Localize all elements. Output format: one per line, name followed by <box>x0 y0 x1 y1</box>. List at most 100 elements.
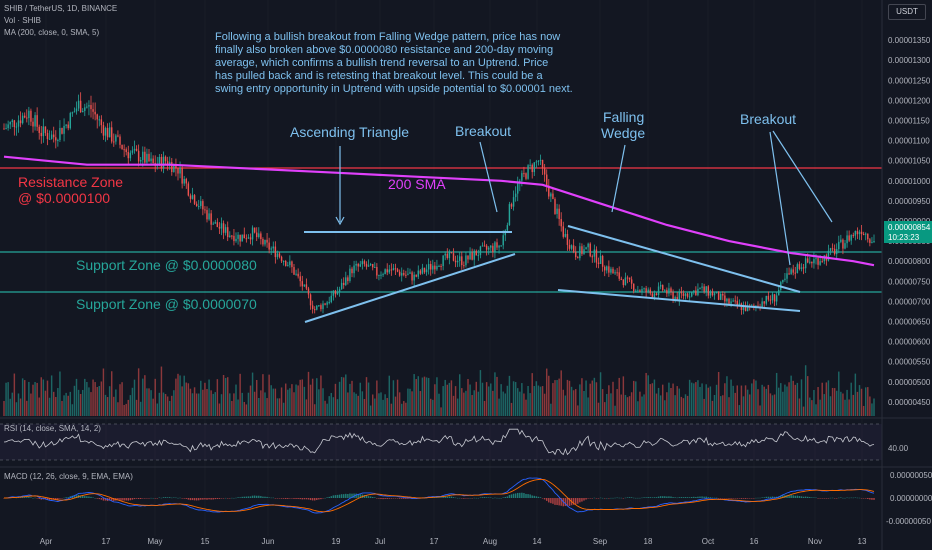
candle-body <box>359 264 362 267</box>
volume-bar <box>5 382 7 416</box>
macd-hist-bar <box>550 498 552 504</box>
candle-body <box>719 294 722 300</box>
volume-bar <box>119 384 121 416</box>
volume-bar <box>485 382 488 416</box>
volume-bar <box>73 385 76 416</box>
macd-hist-bar <box>266 496 268 498</box>
ma-legend[interactable]: MA (200, close, 0, SMA, 5) <box>4 28 100 37</box>
volume-bar <box>332 397 335 416</box>
candle-body <box>237 234 239 239</box>
volume-bar <box>160 366 163 416</box>
volume-bar <box>328 396 330 416</box>
candle-body <box>848 235 850 241</box>
volume-bar <box>630 392 633 416</box>
volume-bar <box>376 380 378 416</box>
macd-hist-bar <box>827 498 830 499</box>
macd-legend[interactable]: MACD (12, 26, close, 9, EMA, EMA) <box>4 472 133 481</box>
candle-body <box>417 270 420 277</box>
vol-legend[interactable]: Vol · SHIB <box>4 16 41 25</box>
candle-body <box>255 232 258 238</box>
macd-hist-bar <box>492 497 494 499</box>
candle-body <box>34 115 36 127</box>
volume-bar <box>829 396 832 416</box>
candle-body <box>340 282 343 290</box>
volume-bar <box>19 398 22 416</box>
volume-bar <box>736 385 739 416</box>
time-tick-label: Oct <box>702 537 715 546</box>
candle-body <box>535 161 538 163</box>
candle-body <box>587 243 589 248</box>
rsi-line <box>3 428 875 456</box>
candle-body <box>148 153 150 162</box>
candle-body <box>19 120 22 124</box>
candle-body <box>98 119 101 121</box>
volume-bar <box>833 388 836 416</box>
candle-body <box>216 222 219 228</box>
volume-bar <box>624 394 627 416</box>
volume-bar <box>539 386 542 416</box>
candle-body <box>268 242 270 250</box>
candle-body <box>63 125 65 134</box>
volume-bar <box>144 375 146 416</box>
macd-hist-bar <box>67 497 69 498</box>
time-tick-label: 15 <box>201 537 210 546</box>
volume-bar <box>516 388 519 416</box>
volume-bar <box>458 374 461 416</box>
symbol-title[interactable]: SHIB / TetherUS, 1D, BINANCE <box>4 4 118 13</box>
volume-bar <box>713 394 716 416</box>
candle-body <box>570 245 573 249</box>
annotation-lines <box>304 130 833 323</box>
candle-body <box>639 290 641 292</box>
macd-hist-bar <box>200 498 202 500</box>
macd-hist-bar <box>15 497 18 499</box>
macd-hist-bar <box>479 497 482 498</box>
macd-hist-bar <box>218 498 221 499</box>
macd-hist-bar <box>755 497 757 499</box>
macd-hist-bar <box>235 497 237 499</box>
volume-bar <box>67 395 69 416</box>
macd-hist-bar <box>61 498 63 499</box>
candle-body <box>454 260 457 263</box>
macd-hist-bar <box>330 496 333 498</box>
candle-body <box>106 128 109 138</box>
candle-body <box>90 105 92 110</box>
volume-bar <box>193 387 196 416</box>
candle-body <box>133 148 136 151</box>
macd-hist-bar <box>452 497 455 498</box>
volume-bar <box>786 386 788 416</box>
macd-hist-bar <box>75 495 78 498</box>
candle-body <box>722 294 724 296</box>
macd-hist-bar <box>556 498 558 506</box>
candle-body <box>400 273 403 276</box>
candle-body <box>55 137 57 141</box>
candle-body <box>42 126 45 137</box>
candle-body <box>119 136 121 145</box>
macd-hist-bar <box>821 498 823 499</box>
candle-body <box>844 243 846 249</box>
volume-bar <box>117 402 119 416</box>
macd-hist-bar <box>351 493 353 498</box>
candle-body <box>415 274 417 277</box>
macd-hist-bar <box>467 498 469 499</box>
volume-bar <box>626 397 629 416</box>
candle-body <box>552 193 554 199</box>
candle-body <box>113 141 115 143</box>
volume-bar <box>158 392 161 416</box>
rsi-legend[interactable]: RSI (14, close, SMA, 14, 2) <box>4 424 101 433</box>
time-axis[interactable]: Apr 17 May 15 Jun 19 Jul 17 Aug 14 Sep 18 Oct 16 Nov 13 <box>40 537 867 546</box>
volume-bar <box>502 391 504 416</box>
candle-body <box>554 198 556 214</box>
macd-hist-bar <box>568 498 571 506</box>
candle-body <box>17 120 20 127</box>
volume-bar <box>697 380 699 416</box>
candle-body <box>589 243 591 257</box>
breakout2-arrow-b <box>772 130 833 223</box>
volume-bar <box>63 395 65 416</box>
candle-body <box>200 201 202 207</box>
candle-body <box>730 301 732 304</box>
candle-body <box>419 270 422 274</box>
volume-bar <box>541 386 544 416</box>
candle-body <box>374 267 376 269</box>
quote-currency-badge[interactable]: USDT <box>888 4 926 20</box>
